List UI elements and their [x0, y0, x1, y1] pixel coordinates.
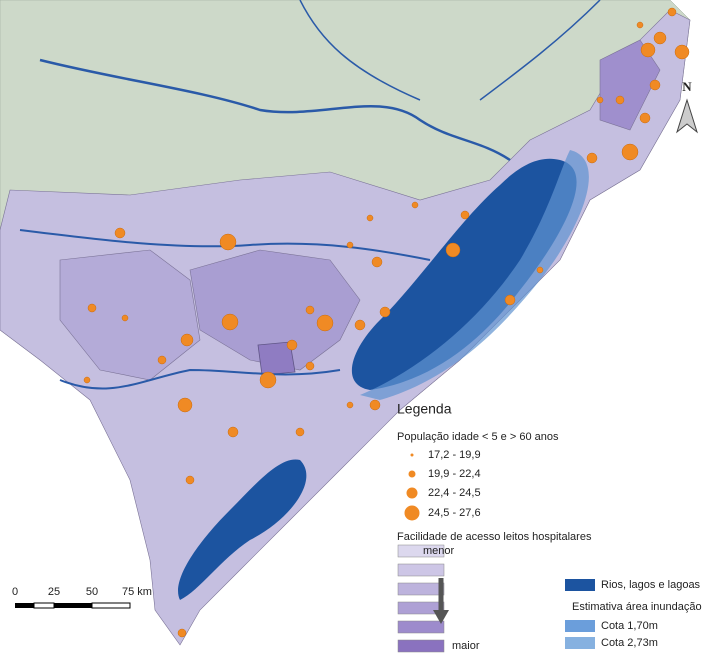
scale-label: 0 — [12, 586, 18, 598]
population-dot — [114, 227, 126, 239]
population-dot — [379, 306, 391, 318]
population-dot — [596, 96, 604, 104]
legend-section-title: Facilidade de acesso leitos hospitalares — [397, 531, 592, 543]
legend-swatch — [397, 582, 445, 596]
population-dot — [615, 95, 625, 105]
population-dot — [346, 241, 354, 249]
scale-segment — [91, 602, 131, 609]
flood-area — [360, 150, 589, 400]
population-dot — [445, 242, 461, 258]
population-dot — [305, 361, 315, 371]
region-dark — [189, 249, 361, 371]
population-dot — [295, 427, 305, 437]
legend-dot — [410, 453, 414, 457]
legend-label: maior — [452, 640, 480, 652]
population-dot — [177, 628, 187, 638]
population-dot — [369, 399, 381, 411]
population-dot — [504, 294, 516, 306]
legend-swatch — [397, 620, 445, 634]
lagoon — [178, 459, 307, 600]
legend-label: 22,4 - 24,5 — [428, 487, 481, 499]
lagoon — [351, 158, 577, 390]
scale-bar: 0 25 50 75 km — [12, 586, 152, 609]
population-dot — [346, 401, 354, 409]
region-darkest — [257, 341, 296, 376]
population-dot — [354, 319, 366, 331]
population-dot — [366, 214, 374, 222]
population-dot — [121, 314, 129, 322]
population-dot — [259, 371, 277, 389]
legend-swatch — [397, 544, 445, 558]
river — [299, 0, 601, 101]
population-dot — [286, 339, 298, 351]
population-dot — [621, 143, 639, 161]
region-dark — [59, 249, 201, 381]
population-dots — [83, 7, 690, 638]
legend-swatch — [397, 639, 445, 653]
scale-segment — [33, 602, 55, 609]
population-dot — [667, 7, 677, 17]
legend-swatch — [397, 563, 445, 577]
population-dot — [460, 210, 470, 220]
legend-swatch — [565, 620, 595, 632]
population-dot — [649, 79, 661, 91]
legend-dot — [404, 505, 420, 521]
population-dot — [157, 355, 167, 365]
population-dot — [674, 44, 690, 60]
population-dot — [83, 376, 91, 384]
river — [39, 58, 511, 162]
legend-swatch — [565, 637, 595, 649]
legend-title: Legenda — [397, 401, 452, 417]
population-dot — [536, 266, 544, 274]
legend-label: menor — [423, 545, 455, 557]
region-dark — [599, 39, 661, 131]
scale-segment — [54, 603, 92, 608]
population-dot — [221, 313, 239, 331]
legend-label: Rios, lagos e lagoas — [601, 579, 701, 591]
legend-swatch — [565, 579, 595, 591]
population-dot — [316, 314, 334, 332]
legend-dot — [408, 470, 416, 478]
north-arrow — [676, 98, 698, 134]
legend-arrow — [433, 610, 449, 624]
population-dot — [177, 397, 193, 413]
legend-section-title: Estimativa área inundação — [572, 601, 702, 613]
legend-label: 19,9 - 22,4 — [428, 468, 481, 480]
population-dot — [185, 475, 195, 485]
north-label: N — [682, 79, 692, 94]
scale-label: 75 km — [122, 586, 152, 598]
population-dot — [227, 426, 239, 438]
population-dot — [305, 305, 315, 315]
population-dot — [586, 152, 598, 164]
legend-label: 17,2 - 19,9 — [428, 449, 481, 461]
population-dot — [653, 31, 667, 45]
river — [19, 229, 431, 261]
population-dot — [411, 201, 419, 209]
legend-dot — [406, 487, 418, 499]
scale-label: 50 — [86, 586, 98, 598]
population-dot — [636, 21, 644, 29]
population-dot — [180, 333, 194, 347]
scale-label: 25 — [48, 586, 60, 598]
legend-swatch — [397, 601, 445, 615]
population-dot — [639, 112, 651, 124]
river — [59, 368, 341, 390]
legend: Legenda População idade < 5 e > 60 anos … — [397, 401, 702, 653]
legend-label: 24,5 - 27,6 — [428, 507, 481, 519]
legend-label: Cota 2,73m — [601, 637, 658, 649]
population-dot — [87, 303, 97, 313]
scale-segment — [15, 603, 34, 608]
population-dot — [219, 233, 237, 251]
population-dot — [371, 256, 383, 268]
population-dot — [640, 42, 656, 58]
legend-section-title: População idade < 5 e > 60 anos — [397, 431, 559, 443]
legend-label: Cota 1,70m — [601, 620, 658, 632]
